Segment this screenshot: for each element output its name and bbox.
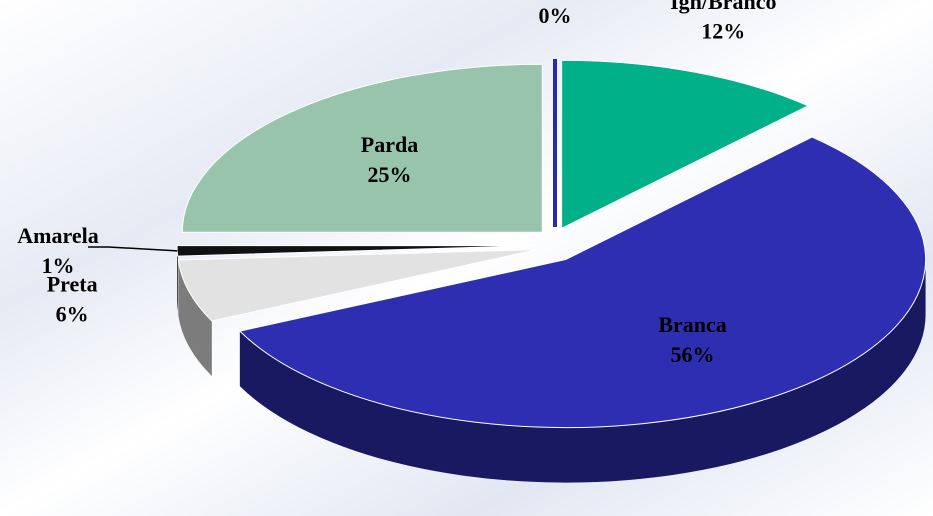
slice-side [178,260,212,377]
slice-value-label: 12% [701,19,745,44]
slice-label: Ign/Branco [670,0,776,14]
slice-label: Branca [658,312,726,337]
slice [561,59,810,230]
slice-value-label: 6% [56,301,89,326]
slice-value-label: 56% [671,342,715,367]
slice-label: Parda [361,132,418,157]
slice [238,136,927,429]
slice-value-label: 1% [42,253,75,278]
slice-side [177,245,178,312]
slice-value-label: 25% [368,162,412,187]
slice-label: Amarela [17,223,98,248]
leader-line [88,246,178,252]
slice-label: Preta [47,271,98,296]
slice-value-label: 0% [539,3,572,28]
slice [181,63,543,233]
slice-side [239,259,926,483]
slice [177,248,538,322]
